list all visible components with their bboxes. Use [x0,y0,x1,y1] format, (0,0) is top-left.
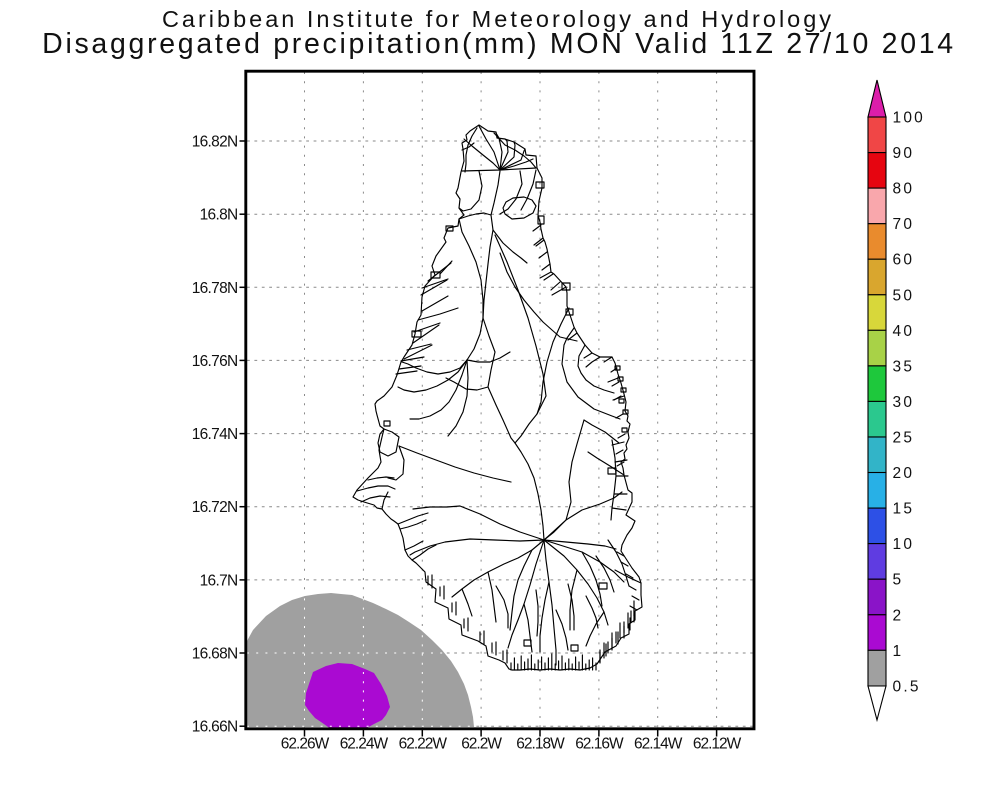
svg-text:80: 80 [893,181,915,198]
svg-text:20: 20 [893,465,915,482]
svg-text:Disaggregated precipitation(mm: Disaggregated precipitation(mm) MON Vali… [42,28,956,60]
svg-text:62.14W: 62.14W [634,736,683,753]
svg-text:25: 25 [893,430,915,447]
svg-text:15: 15 [893,501,915,518]
svg-text:16.72N: 16.72N [192,499,238,516]
svg-text:30: 30 [893,394,915,411]
svg-text:50: 50 [893,287,915,304]
svg-text:16.8N: 16.8N [200,207,238,224]
svg-text:10: 10 [893,536,915,553]
svg-text:62.18W: 62.18W [516,736,565,753]
svg-text:16.76N: 16.76N [192,353,238,370]
svg-text:100: 100 [893,110,925,127]
svg-text:40: 40 [893,323,915,340]
svg-text:62.26W: 62.26W [281,736,330,753]
svg-text:16.68N: 16.68N [192,646,238,663]
svg-text:35: 35 [893,358,915,375]
svg-text:Caribbean Institute for Meteor: Caribbean Institute for Meteorology and … [162,6,834,32]
svg-text:70: 70 [893,216,915,233]
svg-text:62.24W: 62.24W [340,736,389,753]
svg-text:60: 60 [893,252,915,269]
svg-text:62.22W: 62.22W [399,736,448,753]
svg-text:0.5: 0.5 [893,678,921,695]
svg-text:2: 2 [893,607,904,624]
svg-text:62.2W: 62.2W [461,736,502,753]
svg-text:90: 90 [893,145,915,162]
svg-text:1: 1 [893,643,904,660]
svg-text:16.66N: 16.66N [192,719,238,736]
svg-text:16.82N: 16.82N [192,134,238,151]
svg-text:16.78N: 16.78N [192,280,238,297]
svg-text:16.74N: 16.74N [192,426,238,443]
svg-text:62.16W: 62.16W [575,736,624,753]
svg-text:16.7N: 16.7N [200,572,238,589]
svg-text:62.12W: 62.12W [693,736,742,753]
svg-text:5: 5 [893,572,904,589]
